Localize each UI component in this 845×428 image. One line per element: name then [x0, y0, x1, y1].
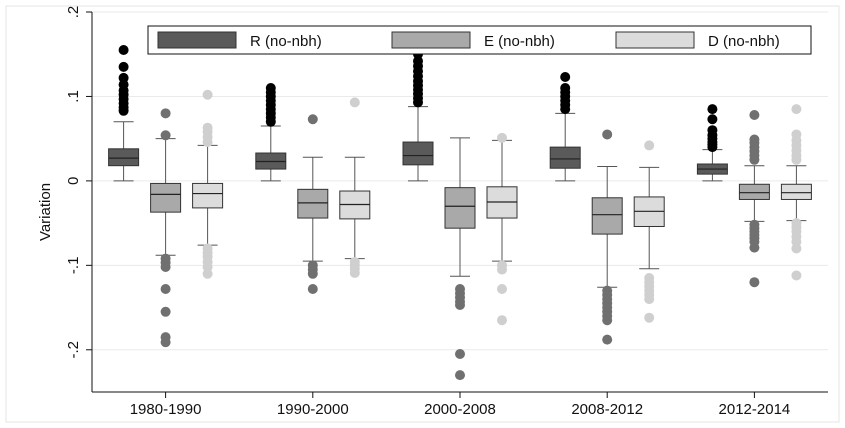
outlier-point [160, 283, 171, 294]
y-tick-label: .2 [65, 6, 82, 19]
box-group [108, 45, 140, 182]
y-tick-label: .1 [65, 90, 82, 103]
outlier-point [118, 72, 129, 83]
outlier-point [202, 122, 213, 133]
outlier-point [791, 129, 802, 140]
legend-label: E (no-nbh) [484, 33, 555, 50]
outlier-point [160, 337, 171, 348]
outlier-point [265, 83, 276, 93]
y-tick-label: 0 [65, 177, 82, 185]
outlier-point [707, 114, 718, 125]
outlier-point [455, 370, 465, 381]
box [780, 183, 812, 200]
outlier-point [160, 130, 171, 141]
outlier-point [644, 312, 655, 323]
box-group [402, 49, 434, 182]
outlier-point [644, 294, 655, 305]
legend-label: D (no-nbh) [708, 33, 780, 50]
outlier-point [602, 129, 613, 140]
legend-swatch [615, 31, 695, 49]
box-group [444, 137, 476, 381]
box-group [297, 114, 329, 294]
x-tick-label: 1980-1990 [130, 401, 202, 418]
box-group [633, 140, 665, 323]
outlier-point [602, 315, 613, 326]
outlier-point [497, 264, 507, 275]
box [108, 148, 140, 167]
box [444, 187, 476, 229]
outlier-point [791, 104, 802, 115]
legend-swatch [391, 31, 471, 49]
box-plot-series [108, 45, 812, 381]
box-group [696, 104, 728, 182]
outlier-point [560, 83, 571, 93]
legend-label: R (no-nbh) [250, 33, 322, 50]
outlier-point [202, 89, 213, 100]
outlier-point [202, 268, 213, 279]
outlier-point [749, 277, 760, 288]
outlier-point [749, 134, 760, 145]
box [549, 146, 581, 169]
box-group [192, 89, 224, 279]
outlier-point [307, 114, 318, 125]
box-group [738, 110, 770, 288]
outlier-point [497, 132, 507, 143]
outlier-point [644, 140, 655, 151]
outlier-point [349, 97, 360, 108]
box [297, 188, 329, 219]
outlier-point [349, 267, 360, 278]
outlier-point [749, 110, 760, 121]
outlier-point [791, 270, 802, 281]
box [150, 182, 182, 213]
box-group [486, 132, 518, 326]
x-tick-label: 2012-2014 [719, 401, 791, 418]
x-tick-label: 2008-2012 [571, 401, 643, 418]
outlier-point [749, 242, 760, 253]
outlier-point [455, 300, 465, 311]
box-group [339, 97, 371, 278]
box [738, 183, 770, 200]
y-axis-title: Variation [37, 183, 54, 241]
box [192, 182, 224, 209]
outlier-point [497, 315, 507, 326]
axes: .2 .1 0 -.1 -.2 1980-1990 1990-2000 2000-2008 20… [65, 6, 828, 418]
outlier-point [160, 108, 171, 119]
x-tick-label: 2000-2008 [424, 401, 496, 418]
outlier-point [455, 349, 465, 359]
plot-frame [5, 5, 840, 423]
outlier-point [160, 262, 171, 273]
outlier-point [497, 283, 507, 294]
outlier-point [307, 283, 318, 294]
box [591, 197, 623, 235]
legend-box [147, 25, 812, 55]
box-group [150, 108, 182, 348]
outlier-point [791, 243, 802, 254]
outlier-point [160, 306, 171, 317]
box [402, 141, 434, 166]
x-tick-label: 1990-2000 [277, 401, 349, 418]
legend-swatch [157, 31, 237, 49]
outlier-point [560, 72, 571, 83]
box-group [549, 72, 581, 182]
box-group [255, 83, 287, 182]
outlier-point [118, 61, 129, 72]
outlier-point [707, 125, 718, 136]
outlier-point [307, 268, 318, 279]
outlier-point [118, 45, 129, 55]
y-tick-label: -.2 [65, 341, 82, 359]
legend: R (no-nbh) E (no-nbh) D (no-nbh) [147, 25, 812, 55]
outlier-point [602, 334, 613, 345]
box-group [780, 104, 812, 281]
outlier-point [707, 104, 718, 115]
y-tick-label: -.1 [65, 257, 82, 275]
box-group [591, 129, 623, 345]
